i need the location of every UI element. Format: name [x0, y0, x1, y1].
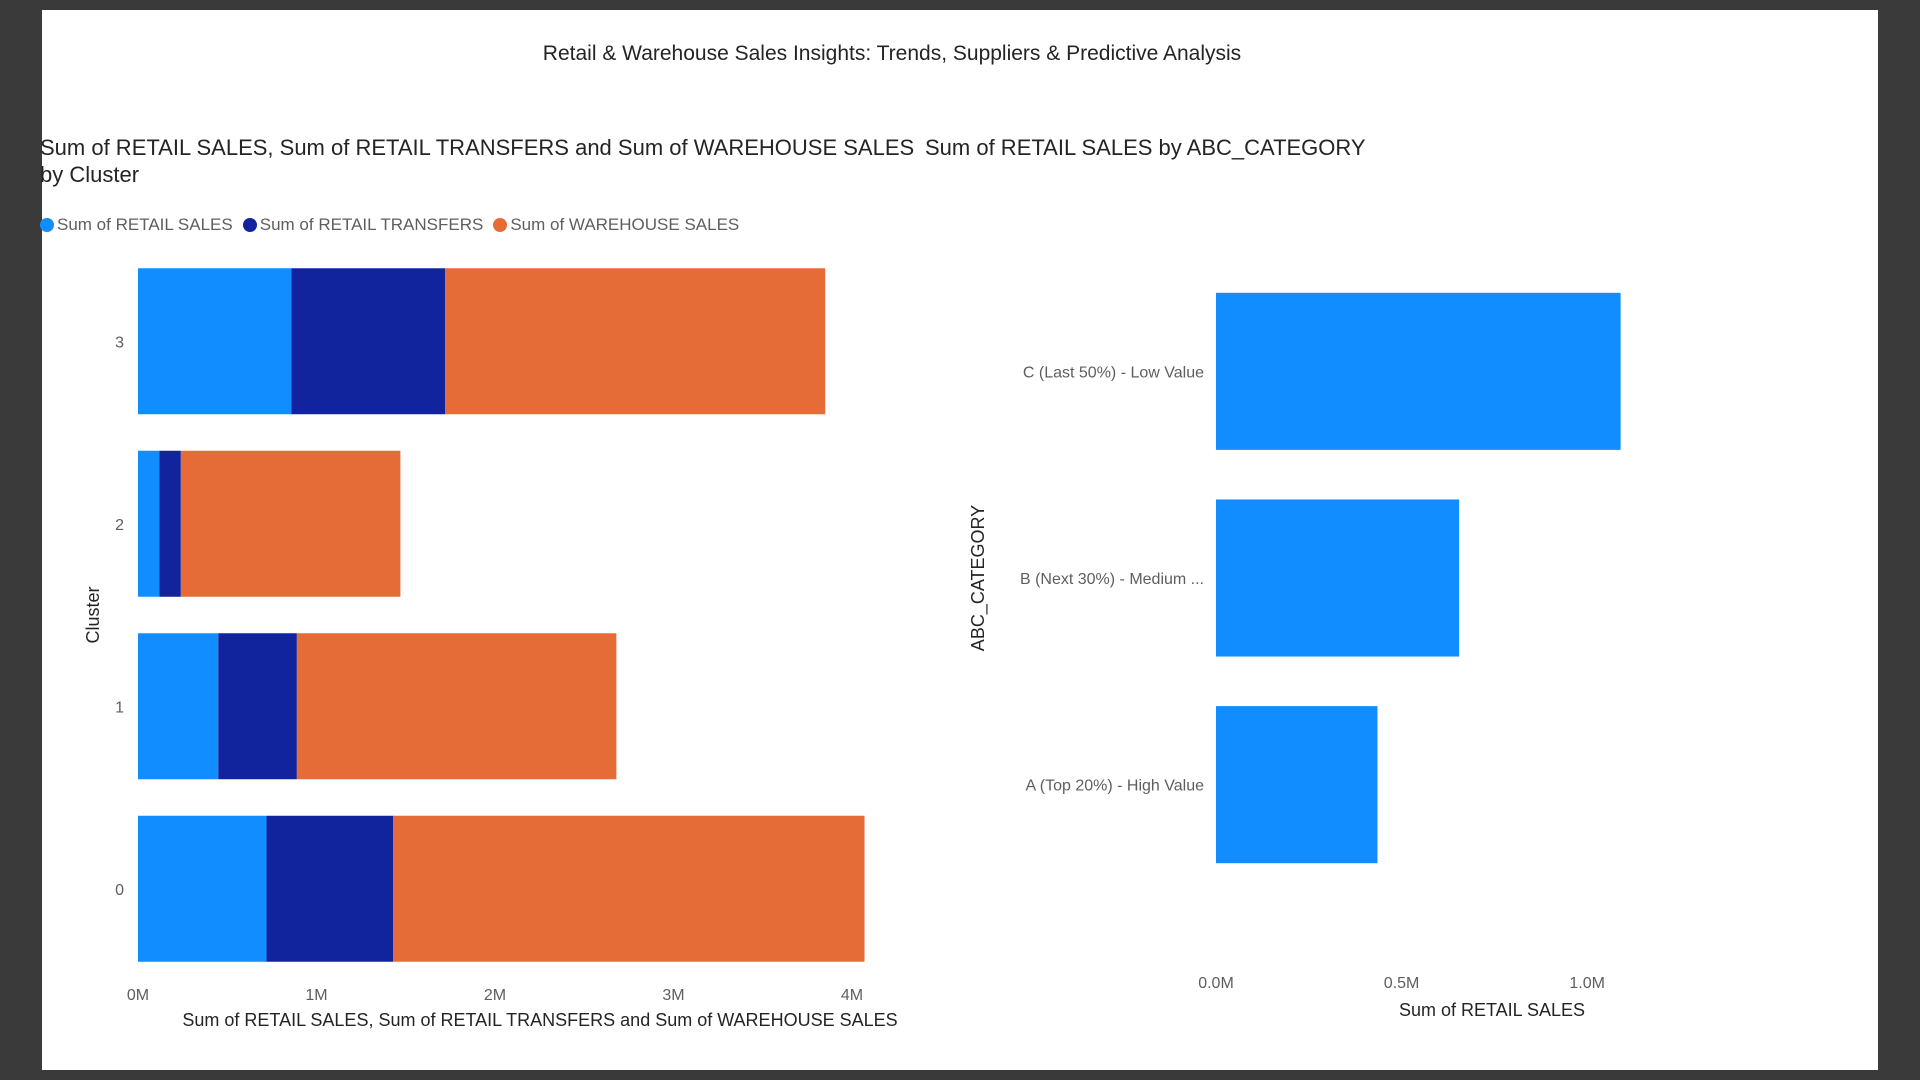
bar-cluster-0-warehouse-sales[interactable] — [393, 815, 865, 962]
legend-label-retail-sales: Sum of RETAIL SALES — [57, 215, 233, 234]
abc-category-bar-chart: C (Last 50%) - Low Value B (Next 30%) - M… — [968, 292, 1621, 1020]
x-tick-label: 4M — [841, 987, 863, 1004]
cluster-stacked-bar-chart: 3 2 1 0 0M 1M 2M 3M 4M Sum of RETAIL SALES, Sum o… — [83, 268, 898, 1030]
cluster-chart-title: Sum of RETAIL SALES, Sum of RETAIL TRANS… — [40, 135, 915, 187]
bar-cluster-3-retail-sales[interactable] — [138, 268, 292, 415]
report-title: Retail & Warehouse Sales Insights: Trend… — [542, 42, 1242, 65]
bar-cluster-2-retail-transfers[interactable] — [159, 450, 181, 597]
legend-marker-retail-transfers — [242, 218, 257, 232]
abc-chart-title: Sum of RETAIL SALES by ABC_CATEGORY — [925, 135, 1366, 160]
cluster-chart-legend: Sum of RETAIL SALES Sum of RETAIL TRANSF… — [40, 215, 739, 235]
x-axis-title: Sum of RETAIL SALES, Sum of RETAIL TRANS… — [182, 1010, 897, 1030]
legend-marker-retail-sales — [40, 218, 54, 232]
bar-abc-0[interactable] — [1216, 292, 1621, 450]
y-axis-title: Cluster — [83, 586, 103, 643]
y-tick-label: 0 — [115, 882, 124, 899]
legend-marker-warehouse-sales — [493, 218, 508, 232]
x-tick-label: 3M — [662, 987, 684, 1004]
legend-label-retail-transfers: Sum of RETAIL TRANSFERS — [259, 215, 484, 234]
legend-item-retail-transfers[interactable]: Sum of RETAIL TRANSFERS — [242, 215, 484, 235]
x-tick-label: 0.0M — [1198, 975, 1234, 992]
bar-cluster-2-warehouse-sales[interactable] — [180, 450, 401, 597]
x-tick-label: 0.5M — [1384, 975, 1420, 992]
y-tick-label: B (Next 30%) - Medium ... — [1020, 571, 1204, 588]
y-tick-label: 1 — [115, 699, 124, 716]
y-axis-title: ABC_CATEGORY — [968, 505, 989, 651]
legend-item-warehouse-sales[interactable]: Sum of WAREHOUSE SALES — [493, 215, 739, 235]
bar-cluster-2-retail-sales[interactable] — [138, 450, 160, 597]
bar-cluster-3-retail-transfers[interactable] — [291, 268, 446, 415]
legend-label-warehouse-sales: Sum of WAREHOUSE SALES — [510, 215, 740, 234]
x-tick-label: 0M — [127, 987, 149, 1004]
bar-cluster-0-retail-transfers[interactable] — [266, 815, 394, 962]
y-tick-label: 2 — [115, 517, 124, 534]
x-tick-label: 1.0M — [1569, 975, 1605, 992]
x-tick-label: 2M — [484, 987, 506, 1004]
x-axis-title: Sum of RETAIL SALES — [1399, 1000, 1585, 1020]
bar-abc-2[interactable] — [1216, 706, 1378, 864]
bar-cluster-0-retail-sales[interactable] — [138, 815, 267, 962]
bar-cluster-1-retail-sales[interactable] — [138, 633, 219, 780]
bar-cluster-3-warehouse-sales[interactable] — [445, 268, 826, 415]
legend-item-retail-sales[interactable]: Sum of RETAIL SALES — [40, 215, 233, 235]
bar-cluster-1-retail-transfers[interactable] — [218, 633, 297, 780]
y-tick-label: C (Last 50%) - Low Value — [1023, 364, 1204, 381]
y-tick-label: 3 — [115, 334, 124, 351]
bar-abc-1[interactable] — [1216, 499, 1460, 657]
y-tick-label: A (Top 20%) - High Value — [1026, 778, 1205, 795]
bar-cluster-1-warehouse-sales[interactable] — [296, 633, 617, 780]
x-tick-label: 1M — [305, 987, 327, 1004]
